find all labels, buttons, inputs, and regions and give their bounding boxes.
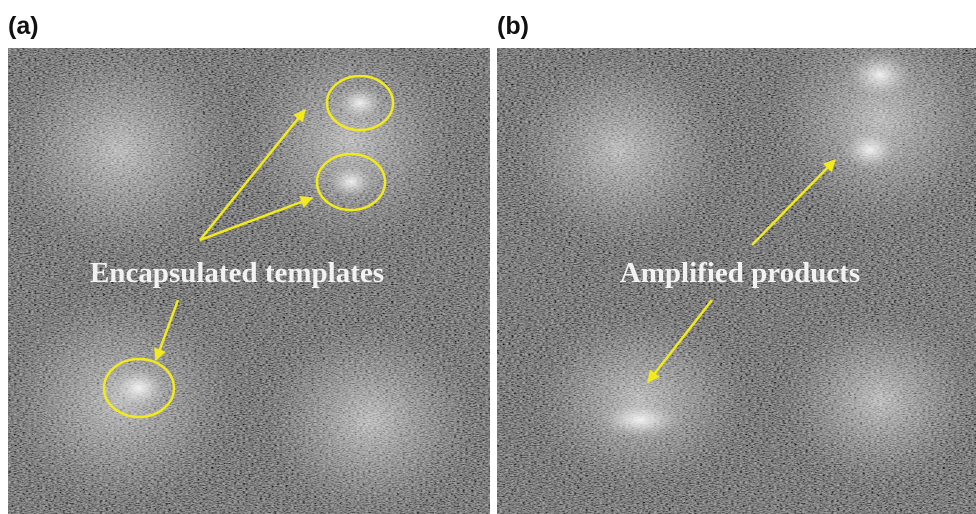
panel-gap [490,40,497,514]
page: (a) (b) Encapsulated templates Amplified [0,0,976,514]
panel-label: (a) [8,12,39,40]
panel-label: (b) [497,12,529,40]
annotation: Encapsulated templates [90,257,384,289]
figure: (a) (b) Encapsulated templates Amplified [0,0,976,514]
annotation: Amplified products [620,257,860,289]
